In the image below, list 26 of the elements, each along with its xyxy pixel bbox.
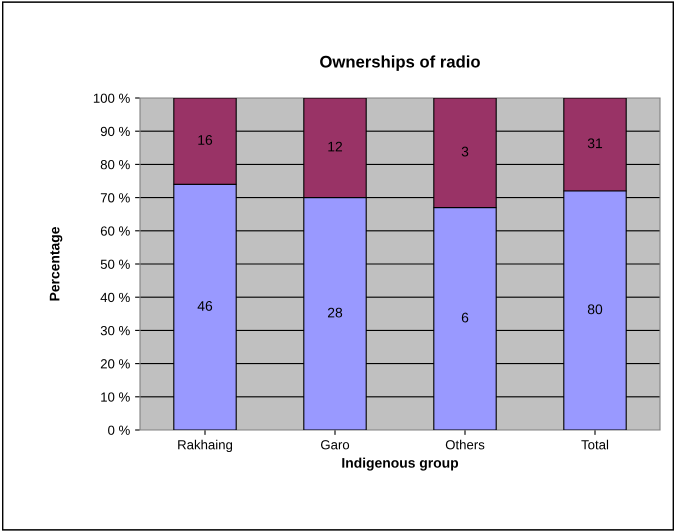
x-tick-label: Total (581, 440, 608, 450)
annotation: 28 (328, 308, 342, 318)
chart-title: Ownerships of radio (320, 55, 480, 71)
y-tick-label: 0 % (108, 426, 130, 435)
x-tick-label: Garo (321, 440, 350, 450)
y-tick-label: 80 % (100, 160, 130, 170)
y-axis-title: Percentage (50, 227, 62, 301)
annotation: 3 (462, 146, 468, 157)
annotation: 6 (462, 312, 468, 323)
y-tick-label: 100 % (94, 94, 130, 103)
x-tick-label: Rakhaing (178, 440, 232, 452)
x-tick-label: Others (446, 440, 484, 450)
annotation: 12 (328, 142, 342, 152)
annotation: 80 (588, 304, 602, 314)
y-tick-label: 40 % (100, 292, 130, 302)
y-tick-label: 20 % (100, 359, 130, 369)
y-tick-label: 60 % (100, 226, 130, 236)
y-tick-label: 30 % (100, 326, 130, 336)
annotation: 16 (198, 135, 212, 145)
x-axis-title: Indigenous group (342, 458, 458, 471)
y-tick-label: 50 % (100, 260, 130, 269)
y-tick-label: 70 % (100, 193, 130, 203)
annotation: 31 (588, 138, 602, 148)
y-tick-label: 90 % (100, 126, 130, 136)
y-tick-label: 10 % (101, 392, 130, 402)
annotation: 46 (198, 301, 212, 311)
